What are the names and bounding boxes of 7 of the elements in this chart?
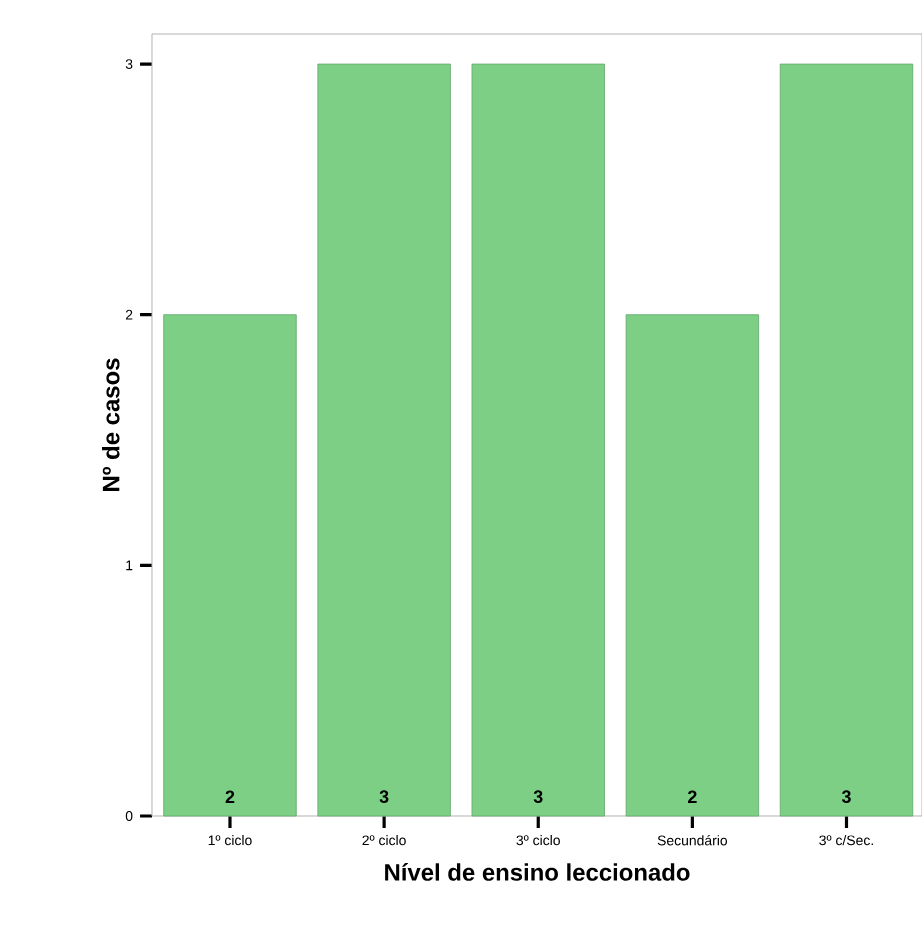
data-label: 3	[379, 790, 389, 803]
data-label: 3	[533, 790, 543, 803]
data-label: 3	[841, 790, 851, 803]
y-axis-title: Nº de casos	[101, 358, 120, 491]
data-label: 2	[688, 790, 697, 803]
x-axis-title: Nível de ensino leccionado	[385, 863, 690, 881]
data-label: 2	[225, 790, 235, 803]
